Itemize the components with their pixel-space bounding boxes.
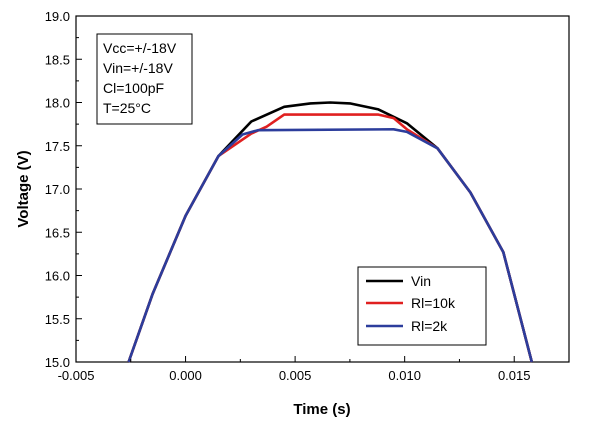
y-tick-label: 16.0	[45, 269, 70, 284]
y-tick-label: 15.0	[45, 355, 70, 370]
y-axis-title: Voltage (V)	[15, 150, 32, 227]
annotation-line-temp: T=25°C	[103, 100, 151, 116]
y-tick-label: 15.5	[45, 312, 70, 327]
x-tick-label: -0.005	[58, 368, 95, 383]
x-tick-label: 0.015	[498, 368, 531, 383]
annotation-line-vcc: Vcc=+/-18V	[103, 40, 177, 56]
x-tick-label: 0.010	[388, 368, 421, 383]
y-tick-label: 18.5	[45, 52, 70, 67]
y-tick-label: 17.5	[45, 139, 70, 154]
x-axis-title: Time (s)	[293, 401, 350, 418]
plot-area: -0.005 0.000 0.005 0.010 0.015 15.0 15.5 16.0 16…	[45, 9, 570, 383]
y-tick-label: 19.0	[45, 9, 70, 24]
legend-label-rl2k: Rl=2k	[411, 318, 448, 334]
legend-label-rl10k: Rl=10k	[411, 295, 456, 311]
legend: Vin Rl=10k Rl=2k	[357, 266, 487, 346]
series-line-2	[127, 128, 534, 363]
annotation-line-vin: Vin=+/-18V	[103, 60, 173, 76]
y-tick-label: 16.5	[45, 225, 70, 240]
y-tick-label: 18.0	[45, 96, 70, 111]
x-tick-label: 0.005	[279, 368, 312, 383]
series-layer	[127, 101, 534, 363]
y-tick-label: 17.0	[45, 182, 70, 197]
annotation-box	[96, 33, 193, 125]
conditions-annotation: Vcc=+/-18V Vin=+/-18V Cl=100pF T=25°C	[96, 33, 193, 125]
legend-label-vin: Vin	[411, 273, 431, 289]
ticks-layer: -0.005 0.000 0.005 0.010 0.015 15.0 15.5 16.0 16…	[45, 9, 531, 383]
x-tick-label: 0.000	[169, 368, 202, 383]
annotation-line-cl: Cl=100pF	[103, 80, 164, 96]
